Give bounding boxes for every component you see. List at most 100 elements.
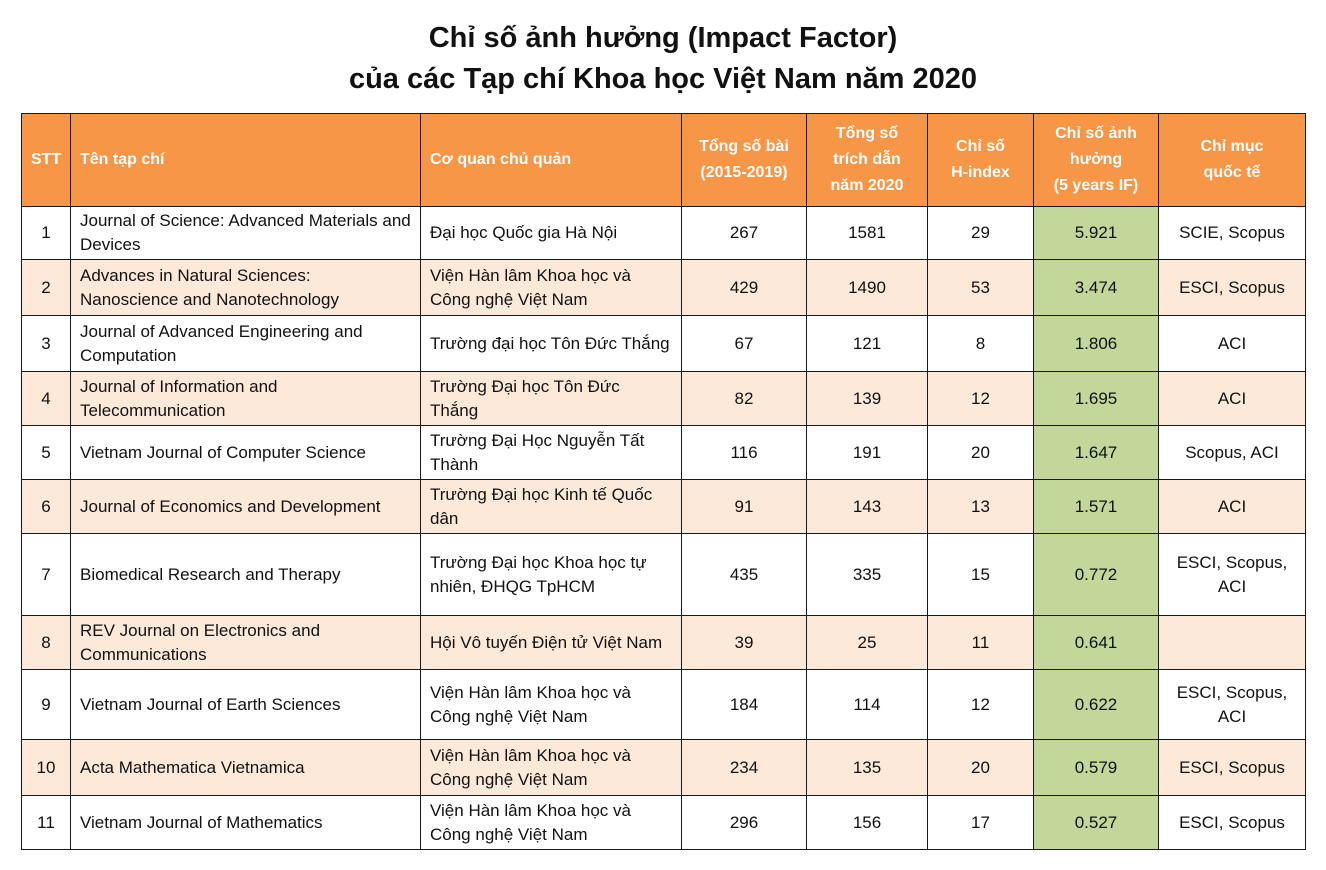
cell-citations: 143 <box>806 479 928 534</box>
cell-hindex: 15 <box>927 533 1034 616</box>
cell-international-index: ESCI, Scopus <box>1158 259 1306 316</box>
cell-international-index: ACI <box>1158 479 1306 534</box>
cell-impact-factor: 5.921 <box>1033 206 1159 260</box>
cell-hindex: 53 <box>927 259 1034 316</box>
table-row: 1 Journal of Science: Advanced Materials … <box>21 206 1306 260</box>
cell-international-index: ESCI, Scopus <box>1158 795 1306 850</box>
cell-citations: 139 <box>806 371 928 426</box>
cell-articles: 39 <box>681 615 807 670</box>
cell-impact-factor: 0.641 <box>1033 615 1159 670</box>
table-row: 6 Journal of Economics and Development Trư… <box>21 479 1306 534</box>
impact-factor-table: STT Tên tạp chí Cơ quan chủ quản Tổng số… <box>21 113 1306 850</box>
cell-journal-name: REV Journal on Electronics and Communica… <box>70 615 421 670</box>
cell-journal-name: Vietnam Journal of Computer Science <box>70 425 421 480</box>
table-row: 5 Vietnam Journal of Computer Science Trườ… <box>21 425 1306 480</box>
header-impact-factor: Chỉ số ảnh hưởng (5 years IF) <box>1033 113 1159 207</box>
cell-impact-factor: 1.806 <box>1033 315 1159 372</box>
table-header: STT Tên tạp chí Cơ quan chủ quản Tổng số… <box>21 113 1306 207</box>
cell-stt: 3 <box>21 315 71 372</box>
cell-journal-name: Journal of Economics and Development <box>70 479 421 534</box>
cell-stt: 6 <box>21 479 71 534</box>
cell-hindex: 12 <box>927 371 1034 426</box>
header-name: Tên tạp chí <box>70 113 421 207</box>
cell-international-index: ACI <box>1158 315 1306 372</box>
cell-hindex: 29 <box>927 206 1034 260</box>
cell-impact-factor: 0.579 <box>1033 739 1159 796</box>
cell-stt: 1 <box>21 206 71 260</box>
cell-stt: 4 <box>21 371 71 426</box>
cell-hindex: 20 <box>927 739 1034 796</box>
header-agency: Cơ quan chủ quản <box>420 113 682 207</box>
cell-agency: Viện Hàn lâm Khoa học và Công nghệ Việt … <box>420 669 682 740</box>
cell-stt: 5 <box>21 425 71 480</box>
cell-international-index <box>1158 615 1306 670</box>
cell-articles: 82 <box>681 371 807 426</box>
title-line-2: của các Tạp chí Khoa học Việt Nam năm 20… <box>348 63 978 95</box>
cell-impact-factor: 1.647 <box>1033 425 1159 480</box>
cell-hindex: 17 <box>927 795 1034 850</box>
header-international-index: Chỉ mục quốc tế <box>1158 113 1306 207</box>
cell-citations: 1490 <box>806 259 928 316</box>
cell-impact-factor: 0.622 <box>1033 669 1159 740</box>
cell-agency: Viện Hàn lâm Khoa học và Công nghệ Việt … <box>420 259 682 316</box>
table-row: 10 Acta Mathematica Vietnamica Viện Hàn lâ… <box>21 739 1306 796</box>
cell-journal-name: Biomedical Research and Therapy <box>70 533 421 616</box>
cell-hindex: 13 <box>927 479 1034 534</box>
header-articles: Tổng số bài (2015-2019) <box>681 113 807 207</box>
cell-impact-factor: 0.772 <box>1033 533 1159 616</box>
cell-articles: 184 <box>681 669 807 740</box>
cell-articles: 67 <box>681 315 807 372</box>
cell-articles: 234 <box>681 739 807 796</box>
header-stt: STT <box>21 113 71 207</box>
cell-citations: 191 <box>806 425 928 480</box>
cell-impact-factor: 1.695 <box>1033 371 1159 426</box>
cell-international-index: ACI <box>1158 371 1306 426</box>
cell-international-index: ESCI, Scopus, ACI <box>1158 533 1306 616</box>
table-row: 8 REV Journal on Electronics and Communic… <box>21 615 1306 670</box>
cell-stt: 8 <box>21 615 71 670</box>
cell-stt: 11 <box>21 795 71 850</box>
header-citations: Tổng số trích dẫn năm 2020 <box>806 113 928 207</box>
cell-hindex: 12 <box>927 669 1034 740</box>
cell-agency: Hội Vô tuyến Điện tử Việt Nam <box>420 615 682 670</box>
cell-hindex: 20 <box>927 425 1034 480</box>
cell-citations: 156 <box>806 795 928 850</box>
table-row: 2 Advances in Natural Sciences: Nanoscien… <box>21 259 1306 316</box>
title-line-1: Chỉ số ảnh hưởng (Impact Factor) <box>428 22 898 54</box>
cell-stt: 7 <box>21 533 71 616</box>
cell-citations: 114 <box>806 669 928 740</box>
cell-journal-name: Vietnam Journal of Mathematics <box>70 795 421 850</box>
cell-articles: 429 <box>681 259 807 316</box>
page-title: Chỉ số ảnh hưởng (Impact Factor) của các… <box>0 18 1326 100</box>
cell-hindex: 8 <box>927 315 1034 372</box>
cell-articles: 267 <box>681 206 807 260</box>
cell-stt: 10 <box>21 739 71 796</box>
cell-agency: Trường Đại học Khoa học tự nhiên, ĐHQG T… <box>420 533 682 616</box>
cell-agency: Trường Đại học Tôn Đức Thắng <box>420 371 682 426</box>
cell-articles: 116 <box>681 425 807 480</box>
cell-impact-factor: 3.474 <box>1033 259 1159 316</box>
table-body: 1 Journal of Science: Advanced Materials … <box>21 206 1306 850</box>
cell-journal-name: Vietnam Journal of Earth Sciences <box>70 669 421 740</box>
cell-international-index: SCIE, Scopus <box>1158 206 1306 260</box>
table-row: 7 Biomedical Research and Therapy Trường Đ… <box>21 533 1306 616</box>
cell-hindex: 11 <box>927 615 1034 670</box>
cell-citations: 121 <box>806 315 928 372</box>
cell-citations: 135 <box>806 739 928 796</box>
cell-agency: Viện Hàn lâm Khoa học và Công nghệ Việt … <box>420 795 682 850</box>
cell-agency: Viện Hàn lâm Khoa học và Công nghệ Việt … <box>420 739 682 796</box>
cell-citations: 335 <box>806 533 928 616</box>
cell-citations: 1581 <box>806 206 928 260</box>
cell-agency: Trường Đại Học Nguyễn Tất Thành <box>420 425 682 480</box>
cell-impact-factor: 0.527 <box>1033 795 1159 850</box>
cell-agency: Trường Đại học Kinh tế Quốc dân <box>420 479 682 534</box>
table-row: 4 Journal of Information and Telecommunic… <box>21 371 1306 426</box>
cell-international-index: ESCI, Scopus <box>1158 739 1306 796</box>
header-hindex: Chỉ số H-index <box>927 113 1034 207</box>
cell-articles: 91 <box>681 479 807 534</box>
cell-agency: Đại học Quốc gia Hà Nội <box>420 206 682 260</box>
cell-international-index: Scopus, ACI <box>1158 425 1306 480</box>
table-row: 9 Vietnam Journal of Earth Sciences Viện H… <box>21 669 1306 740</box>
cell-agency: Trường đại học Tôn Đức Thắng <box>420 315 682 372</box>
cell-citations: 25 <box>806 615 928 670</box>
